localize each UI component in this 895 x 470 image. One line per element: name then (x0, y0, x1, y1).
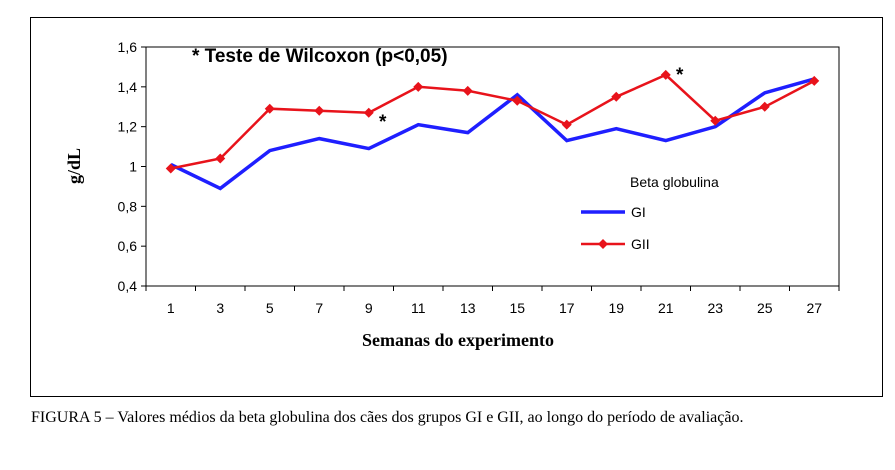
data-point-gii (165, 163, 176, 174)
significance-star-2: * (676, 65, 684, 86)
x-tick-label: 21 (658, 300, 674, 316)
data-point-gii (413, 81, 424, 92)
y-tick-label: 1,2 (118, 119, 138, 135)
y-tick-label: 0,6 (118, 238, 138, 254)
data-point-gii (611, 91, 622, 102)
wilcoxon-note: * Teste de Wilcoxon (p<0,05) (192, 46, 448, 67)
figure-caption: FIGURA 5 – Valores médios da beta globul… (31, 409, 744, 426)
x-tick-label: 7 (315, 300, 323, 316)
legend-title: Beta globulina (630, 174, 719, 190)
x-tick-label: 17 (559, 300, 575, 316)
data-point-gii (660, 69, 671, 80)
x-tick-label: 23 (707, 300, 723, 316)
y-tick-label: 1,6 (118, 39, 138, 55)
legend-item-gi: GI (581, 204, 646, 220)
series-line-gii (170, 73, 815, 170)
data-point-gii (759, 101, 770, 112)
x-tick-label: 27 (806, 300, 822, 316)
data-point-gii (462, 85, 473, 96)
data-point-gii (512, 95, 523, 106)
x-tick-label: 9 (365, 300, 373, 316)
y-tick-label: 0,4 (118, 278, 138, 294)
y-tick-label: 1 (129, 159, 137, 175)
x-tick-label: 19 (608, 300, 624, 316)
data-point-gii (215, 153, 226, 164)
x-tick-label: 15 (509, 300, 525, 316)
data-point-gii (363, 107, 374, 118)
x-tick-label: 5 (266, 300, 274, 316)
significance-star-1: * (379, 112, 387, 133)
data-point-gii (264, 103, 275, 114)
legend-item-gii: GII (581, 236, 650, 252)
legend-label-gii: GII (631, 236, 650, 252)
y-tick-label: 1,4 (118, 79, 138, 95)
x-tick-label: 25 (757, 300, 773, 316)
x-tick-label: 3 (216, 300, 224, 316)
legend-label-gi: GI (631, 204, 646, 220)
legend-marker-gii (598, 239, 608, 249)
data-point-gii (561, 119, 572, 130)
data-point-gii (809, 75, 820, 86)
y-tick-label: 0,8 (118, 198, 138, 214)
data-point-gii (710, 115, 721, 126)
line-chart: 1,61,41,210,80,60,4 1 3 5 7 9 11 13 15 17 19 21 23 2… (64, 39, 840, 350)
x-tick-label: 1 (167, 300, 175, 316)
series-line-gi (170, 77, 815, 191)
plot-area (145, 46, 840, 287)
y-axis-title: g/dL (64, 148, 84, 184)
x-tick-label: 13 (460, 300, 476, 316)
x-axis-title: Semanas do experimento (362, 330, 554, 350)
data-point-gii (314, 105, 325, 116)
x-tick-label: 11 (411, 300, 426, 316)
